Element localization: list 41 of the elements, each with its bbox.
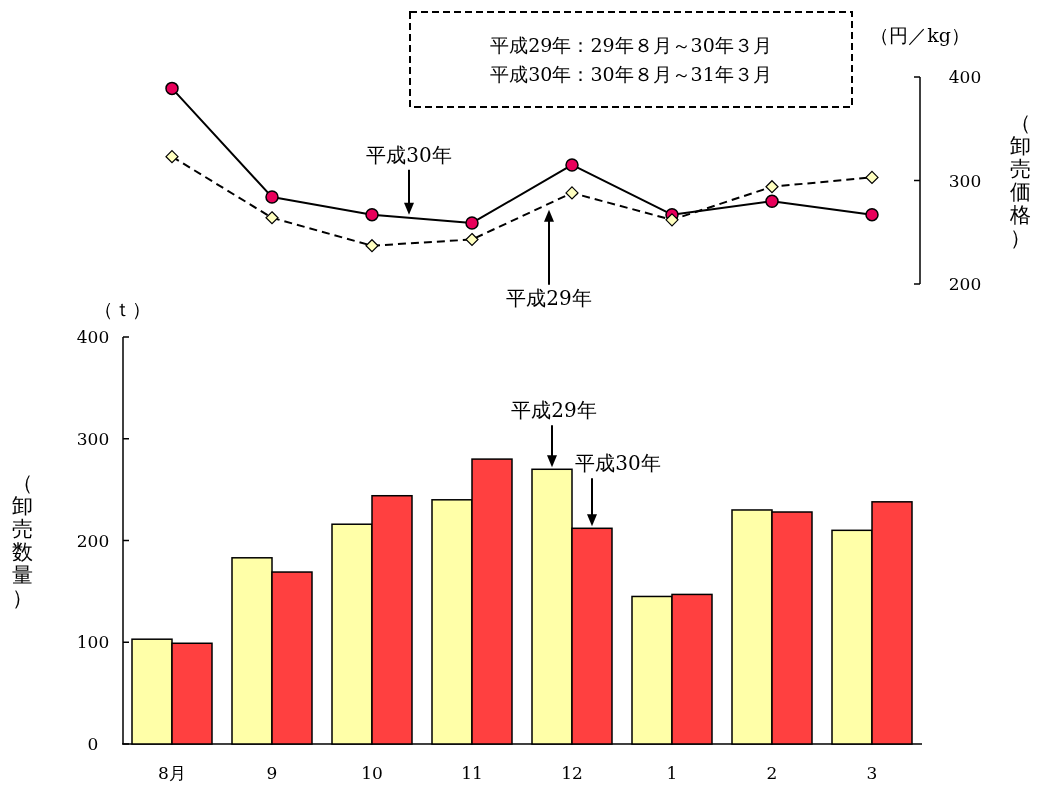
y-tick-label: 0 [87, 734, 99, 754]
y-tick-label: 300 [948, 170, 982, 191]
point [365, 239, 379, 253]
annotation: 平成30年 [575, 451, 661, 476]
point [465, 216, 479, 230]
x-tick-label: 3 [866, 763, 878, 783]
text: 平成30年 [366, 142, 452, 167]
point [865, 170, 879, 184]
point [365, 207, 379, 222]
point [265, 190, 279, 204]
x-tick-label: 11 [461, 763, 483, 783]
x-tick-label: 9 [266, 763, 278, 783]
annotation: 平成30年：30年８月～31年３月 [490, 63, 772, 85]
y-tick-label: 100 [76, 632, 110, 653]
annotation: 平成29年 [511, 398, 597, 423]
x-tick-label: 1 [666, 763, 678, 783]
x-tick-label: 2 [766, 763, 778, 783]
x-tick-label: 10 [361, 763, 383, 783]
point [765, 194, 779, 208]
point [265, 211, 279, 225]
y-tick-label: 400 [76, 327, 110, 347]
y-axis-title: （卸売数量） [11, 471, 33, 610]
point [565, 158, 579, 172]
y-axis-title: （卸売価格） [1008, 111, 1031, 250]
text: （円／kg） [870, 24, 970, 46]
point [565, 186, 579, 200]
point [165, 81, 179, 96]
point [465, 232, 479, 247]
x-tick-label: 12 [561, 763, 583, 783]
x-tick-label: 8月 [158, 763, 186, 783]
y-tick-label: 400 [948, 67, 982, 87]
y-tick-label: 200 [76, 530, 110, 551]
y-tick-label: 300 [76, 428, 110, 449]
text: （ｔ） [93, 298, 151, 320]
point [865, 207, 879, 222]
point [765, 180, 779, 194]
point [665, 213, 679, 227]
text: 平成29年：29年８月～30年３月 [490, 34, 772, 56]
text: 平成29年 [506, 285, 592, 310]
point [165, 150, 179, 164]
y-tick-label: 200 [948, 274, 982, 294]
